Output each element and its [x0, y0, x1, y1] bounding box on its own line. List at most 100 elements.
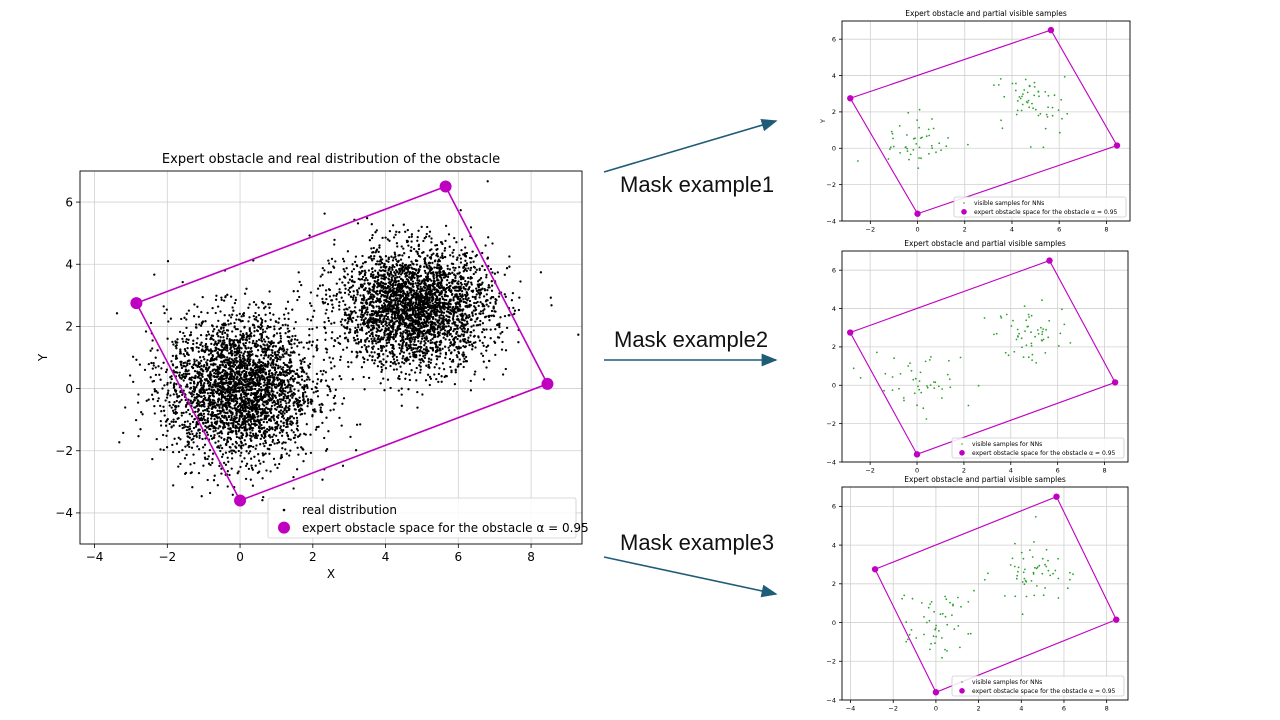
real-distribution-point [316, 338, 319, 342]
real-distribution-point [304, 452, 308, 455]
real-distribution-point [210, 334, 213, 337]
real-distribution-point [391, 286, 394, 289]
real-distribution-point [241, 417, 245, 421]
real-distribution-point [243, 404, 247, 407]
real-distribution-point [290, 390, 293, 393]
real-distribution-point [252, 363, 255, 366]
real-distribution-point [289, 360, 292, 363]
real-distribution-point [178, 330, 182, 334]
real-distribution-point [209, 427, 212, 431]
real-distribution-point [321, 478, 324, 481]
real-distribution-point [308, 334, 311, 337]
real-distribution-point [264, 305, 267, 308]
real-distribution-point [222, 336, 225, 339]
real-distribution-point [215, 294, 218, 297]
real-distribution-point [435, 377, 438, 381]
real-distribution-point [455, 289, 459, 292]
real-distribution-point [389, 386, 392, 390]
real-distribution-point [401, 344, 404, 348]
real-distribution-point [485, 293, 488, 296]
real-distribution-point [183, 316, 186, 319]
real-distribution-point [203, 350, 206, 354]
real-distribution-point [243, 395, 246, 398]
real-distribution-point [190, 430, 193, 433]
real-distribution-point [214, 369, 217, 373]
real-distribution-point [367, 330, 371, 334]
real-distribution-point [247, 446, 250, 449]
real-distribution-point [244, 477, 248, 481]
real-distribution-point [261, 340, 264, 343]
arrows-layer [603, 118, 778, 598]
real-distribution-point [347, 365, 350, 368]
real-distribution-point [288, 329, 291, 333]
real-distribution-point [259, 411, 262, 414]
real-distribution-point [254, 374, 257, 378]
real-distribution-point [444, 224, 448, 228]
real-distribution-point [254, 363, 258, 366]
real-distribution-point [163, 384, 166, 387]
real-distribution-point [439, 256, 442, 259]
real-distribution-point [451, 358, 455, 362]
real-distribution-point [246, 359, 249, 363]
real-distribution-point [227, 427, 230, 430]
real-distribution-point [257, 313, 261, 317]
real-distribution-point [207, 380, 210, 383]
real-distribution-point [216, 375, 220, 378]
real-distribution-point [324, 379, 328, 382]
real-distribution-point [225, 422, 229, 425]
real-distribution-point [273, 429, 277, 432]
real-distribution-point [255, 395, 258, 398]
real-distribution-point [288, 361, 291, 364]
real-distribution-point [417, 340, 420, 343]
real-distribution-point [232, 341, 235, 344]
real-distribution-point [272, 341, 275, 344]
real-distribution-point [197, 346, 200, 350]
real-distribution-point [459, 362, 462, 366]
real-distribution-point [256, 349, 260, 352]
real-distribution-point [352, 316, 355, 320]
real-distribution-point [254, 410, 257, 413]
real-distribution-point [189, 331, 193, 334]
real-distribution-point [243, 380, 246, 383]
real-distribution-point [266, 363, 270, 367]
real-distribution-point [267, 395, 271, 398]
real-distribution-point [364, 310, 368, 314]
real-distribution-point [391, 224, 395, 227]
real-distribution-point [229, 430, 232, 434]
real-distribution-point [273, 351, 277, 354]
real-distribution-point [178, 374, 181, 377]
real-distribution-point [366, 358, 369, 362]
real-distribution-point [279, 426, 282, 430]
real-distribution-point [253, 416, 256, 419]
real-distribution-point [265, 430, 269, 434]
real-distribution-point [277, 441, 281, 444]
real-distribution-point [171, 340, 174, 344]
real-distribution-point [285, 452, 288, 455]
real-distribution-point [280, 356, 283, 359]
real-distribution-point [266, 447, 269, 450]
real-distribution-point [195, 402, 199, 405]
real-distribution-point [249, 437, 252, 441]
real-distribution-point [290, 429, 293, 432]
real-distribution-point [269, 436, 272, 439]
real-distribution-point [197, 315, 200, 318]
real-distribution-point [195, 341, 198, 345]
real-distribution-point [224, 343, 228, 347]
real-distribution-point [234, 373, 237, 376]
real-distribution-point [280, 393, 283, 397]
real-distribution-point [411, 338, 414, 341]
real-distribution-point [460, 328, 463, 331]
real-distribution-point [266, 343, 269, 346]
real-distribution-point [305, 341, 309, 345]
real-distribution-point [262, 357, 265, 360]
real-distribution-point [175, 392, 178, 396]
real-distribution-point [278, 327, 281, 331]
x-axis-label: X [327, 567, 335, 581]
real-distribution-point [200, 414, 203, 417]
real-distribution-point [342, 397, 346, 400]
real-distribution-point [226, 381, 230, 384]
real-distribution-point [221, 415, 224, 418]
real-distribution-point [240, 365, 243, 368]
real-distribution-point [223, 361, 226, 364]
real-distribution-point [198, 380, 202, 383]
